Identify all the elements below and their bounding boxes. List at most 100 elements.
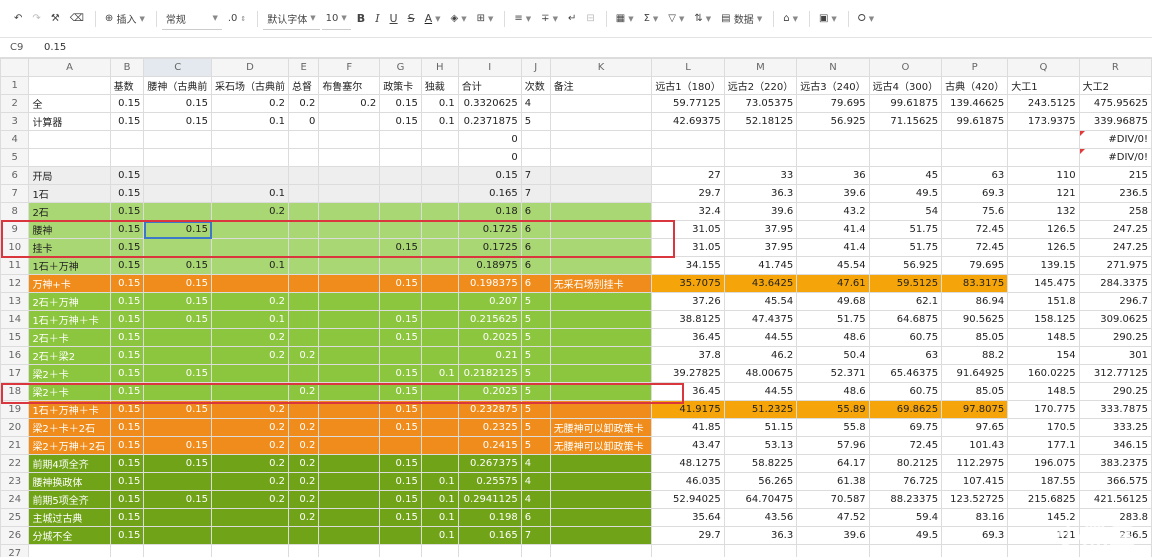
cell-q7[interactable]: 121 [1007,184,1080,203]
cell-l4[interactable] [651,130,725,149]
cell-d18[interactable] [211,382,290,401]
cell-e1[interactable]: 总督 [288,76,320,95]
cell-g13[interactable] [379,292,422,311]
cell-l7[interactable]: 29.7 [651,184,725,203]
cell-g7[interactable] [379,184,422,203]
cell-d3[interactable]: 0.1 [211,112,290,131]
cell-i23[interactable]: 0.25575 [457,472,522,491]
cell-g5[interactable] [379,148,422,167]
cell-j20[interactable]: 5 [520,418,551,437]
cell-q4[interactable] [1007,130,1080,149]
cell-p15[interactable]: 85.05 [941,328,1009,347]
cell-o14[interactable]: 64.6875 [868,310,943,329]
cell-a27[interactable] [28,544,111,557]
cell-g20[interactable]: 0.15 [379,418,422,437]
cell-g17[interactable]: 0.15 [379,364,422,383]
cell-e20[interactable]: 0.2 [288,418,320,437]
cell-h14[interactable] [420,310,459,329]
cell-a25[interactable]: 主城过古典 [28,508,111,527]
cell-i8[interactable]: 0.18 [457,202,522,221]
cell-e27[interactable] [288,544,320,557]
cell-p13[interactable]: 86.94 [941,292,1009,311]
cell-i26[interactable]: 0.165 [457,526,522,545]
cell-c2[interactable]: 0.15 [143,94,213,113]
cell-o8[interactable]: 54 [868,202,943,221]
row-header[interactable]: 1 [0,76,30,95]
column-header-r[interactable]: R [1078,58,1152,77]
cell-p12[interactable]: 83.3175 [941,274,1009,293]
cell-q13[interactable]: 151.8 [1007,292,1080,311]
cell-f27[interactable] [318,544,381,557]
cell-n8[interactable]: 43.2 [796,202,870,221]
cell-e13[interactable] [288,292,320,311]
cell-l15[interactable]: 36.45 [651,328,725,347]
cell-d19[interactable]: 0.2 [211,400,290,419]
cell-k7[interactable] [549,184,653,203]
cell-h5[interactable] [420,148,459,167]
cell-b25[interactable]: 0.15 [109,508,145,527]
cell-c7[interactable] [143,184,213,203]
cell-b22[interactable]: 0.15 [109,454,145,473]
cell-l19[interactable]: 41.9175 [651,400,725,419]
cell-l21[interactable]: 43.47 [651,436,725,455]
cell-r13[interactable]: 296.7 [1078,292,1152,311]
functions-button[interactable]: Σ ▼ [640,8,663,30]
row-header[interactable]: 4 [0,130,30,149]
cell-n25[interactable]: 47.52 [796,508,870,527]
cell-r5[interactable]: #DIV/0! [1078,148,1152,167]
cell-j5[interactable] [520,148,551,167]
cell-g22[interactable]: 0.15 [379,454,422,473]
cell-e9[interactable] [288,220,320,239]
cell-n16[interactable]: 50.4 [796,346,870,365]
cell-c4[interactable] [143,130,213,149]
cell-p25[interactable]: 83.16 [941,508,1009,527]
cell-b14[interactable]: 0.15 [109,310,145,329]
cell-f5[interactable] [318,148,381,167]
cell-p7[interactable]: 69.3 [941,184,1009,203]
cell-k25[interactable] [549,508,653,527]
cell-m16[interactable]: 46.2 [723,346,798,365]
cell-l6[interactable]: 27 [651,166,725,185]
cell-h2[interactable]: 0.1 [420,94,459,113]
cell-k19[interactable] [549,400,653,419]
cell-i11[interactable]: 0.18975 [457,256,522,275]
cell-f7[interactable] [318,184,381,203]
cell-h9[interactable] [420,220,459,239]
cell-j10[interactable]: 6 [520,238,551,257]
cell-n9[interactable]: 41.4 [796,220,870,239]
cell-k22[interactable] [549,454,653,473]
cell-m8[interactable]: 39.6 [723,202,798,221]
cell-o1[interactable]: 远古4（300） [868,76,943,95]
cell-n7[interactable]: 39.6 [796,184,870,203]
cell-q16[interactable]: 154 [1007,346,1080,365]
cell-b26[interactable]: 0.15 [109,526,145,545]
cell-a4[interactable] [28,130,111,149]
cell-f12[interactable] [318,274,381,293]
cell-n27[interactable] [796,544,870,557]
cell-r10[interactable]: 247.25 [1078,238,1152,257]
cell-c6[interactable] [143,166,213,185]
cell-b12[interactable]: 0.15 [109,274,145,293]
cell-f19[interactable] [318,400,381,419]
row-header[interactable]: 24 [0,490,30,509]
cell-g21[interactable] [379,436,422,455]
cell-l16[interactable]: 37.8 [651,346,725,365]
cell-f10[interactable] [318,238,381,257]
cell-b11[interactable]: 0.15 [109,256,145,275]
cell-p4[interactable] [941,130,1009,149]
row-header[interactable]: 5 [0,148,30,167]
cell-h25[interactable]: 0.1 [420,508,459,527]
cell-r4[interactable]: #DIV/0! [1078,130,1152,149]
cell-o15[interactable]: 60.75 [868,328,943,347]
cell-a1[interactable] [28,76,111,95]
cell-q8[interactable]: 132 [1007,202,1080,221]
cell-j15[interactable]: 5 [520,328,551,347]
cell-n22[interactable]: 64.17 [796,454,870,473]
cell-r20[interactable]: 333.25 [1078,418,1152,437]
cell-l27[interactable] [651,544,725,557]
cell-k15[interactable] [549,328,653,347]
cell-g23[interactable]: 0.15 [379,472,422,491]
cell-n24[interactable]: 70.587 [796,490,870,509]
cell-n10[interactable]: 41.4 [796,238,870,257]
cell-q24[interactable]: 215.6825 [1007,490,1080,509]
